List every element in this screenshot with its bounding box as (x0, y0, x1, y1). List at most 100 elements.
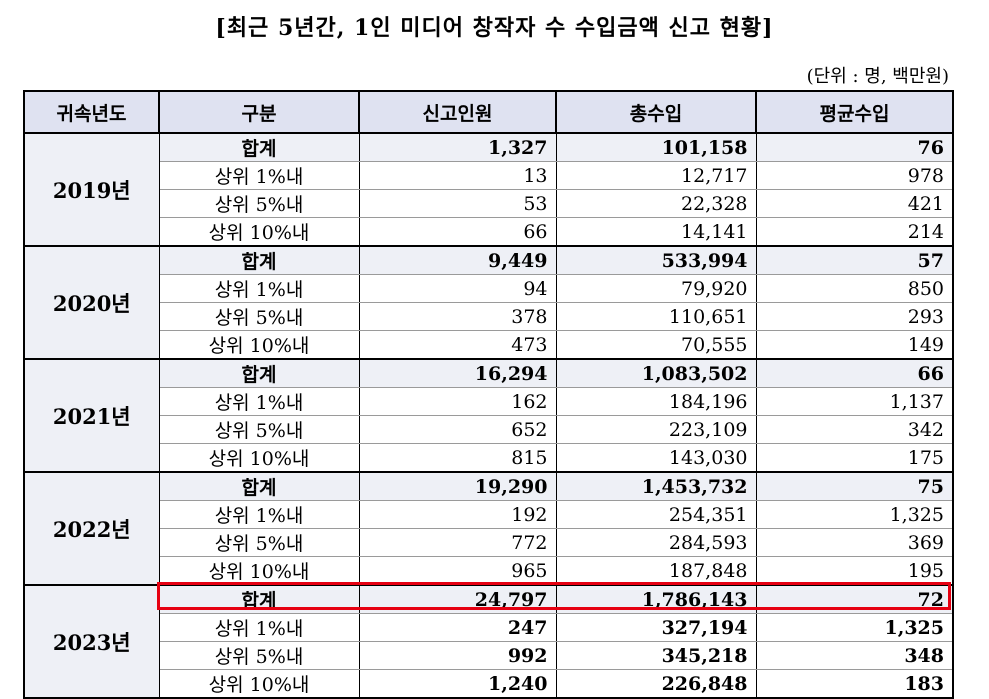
category-cell: 상위 5%내 (158, 641, 360, 670)
avg-cell: 1,137 (755, 387, 954, 416)
income-cell: 187,848 (555, 556, 757, 586)
unit-note: (단위 : 명, 백만원) (806, 66, 949, 87)
category-cell: 상위 10%내 (158, 443, 360, 473)
category-cell: 상위 5%내 (158, 189, 360, 218)
category-cell: 상위 10%내 (158, 330, 360, 360)
avg-cell: 183 (755, 669, 954, 699)
avg-cell: 149 (755, 330, 954, 360)
avg-cell: 72 (755, 584, 954, 614)
avg-cell: 214 (755, 217, 954, 247)
year-cell: 2019년 (23, 132, 160, 247)
avg-cell: 850 (755, 274, 954, 303)
income-report-table: 귀속년도 구분 신고인원 총수입 평균수입 2019년 합계 1,327 101… (23, 90, 954, 699)
count-cell: 53 (358, 189, 557, 218)
year-cell: 2023년 (23, 584, 160, 699)
header-filers: 신고인원 (358, 90, 557, 134)
year-cell: 2022년 (23, 471, 160, 586)
table-title: [최근 5년간, 1인 미디어 창작자 수 수입금액 신고 현황] (215, 15, 774, 41)
count-cell: 94 (358, 274, 557, 303)
header-year: 귀속년도 (23, 90, 160, 134)
table-row: 상위 1%내 94 79,920 850 (24, 274, 954, 303)
income-cell: 254,351 (555, 500, 757, 529)
avg-cell: 369 (755, 528, 954, 557)
category-cell: 상위 1%내 (158, 387, 360, 416)
table-row: 2020년 합계 9,449 533,994 57 (23, 245, 954, 360)
table-row: 2023년 합계 24,797 1,786,143 72 (23, 584, 954, 699)
avg-cell: 75 (755, 471, 954, 501)
category-cell: 상위 10%내 (158, 556, 360, 586)
count-cell: 247 (358, 613, 557, 642)
header-average-income: 평균수입 (755, 90, 954, 134)
table-row: 상위 1%내 162 184,196 1,137 (24, 387, 954, 416)
avg-cell: 1,325 (755, 500, 954, 529)
avg-cell: 342 (755, 415, 954, 444)
avg-cell: 175 (755, 443, 954, 473)
avg-cell: 66 (755, 358, 954, 388)
income-cell: 79,920 (555, 274, 757, 303)
table-row: 상위 5%내 53 22,328 421 (24, 189, 954, 218)
count-cell: 473 (358, 330, 557, 360)
category-cell: 상위 5%내 (158, 528, 360, 557)
count-cell: 24,797 (358, 584, 557, 614)
header-row: 귀속년도 구분 신고인원 총수입 평균수입 (23, 90, 954, 134)
table-row: 상위 5%내 772 284,593 369 (24, 528, 954, 557)
table-row: 2021년 합계 16,294 1,083,502 66 (23, 358, 954, 473)
count-cell: 772 (358, 528, 557, 557)
table-row: 상위 1%내 192 254,351 1,325 (24, 500, 954, 529)
count-cell: 1,240 (358, 669, 557, 699)
income-cell: 533,994 (555, 245, 757, 275)
table-row: 상위 1%내 13 12,717 978 (24, 161, 954, 190)
table-row: 상위 10%내 66 14,141 214 (24, 217, 954, 247)
income-cell: 110,651 (555, 302, 757, 331)
table-row: 상위 10%내 815 143,030 175 (24, 443, 954, 473)
table-row: 상위 10%내 1,240 226,848 183 (24, 669, 954, 699)
header-category: 구분 (158, 90, 360, 134)
table-row: 상위 5%내 992 345,218 348 (24, 641, 954, 670)
header-total-income: 총수입 (555, 90, 757, 134)
category-cell: 상위 1%내 (158, 161, 360, 190)
count-cell: 992 (358, 641, 557, 670)
table-row: 상위 5%내 652 223,109 342 (24, 415, 954, 444)
category-cell: 합계 (158, 132, 360, 162)
income-cell: 22,328 (555, 189, 757, 218)
table-row: 상위 1%내 247 327,194 1,325 (24, 613, 954, 642)
count-cell: 19,290 (358, 471, 557, 501)
income-cell: 327,194 (555, 613, 757, 642)
category-cell: 상위 1%내 (158, 613, 360, 642)
income-cell: 226,848 (555, 669, 757, 699)
avg-cell: 978 (755, 161, 954, 190)
income-cell: 284,593 (555, 528, 757, 557)
category-cell: 상위 1%내 (158, 500, 360, 529)
table-row: 상위 10%내 965 187,848 195 (24, 556, 954, 586)
avg-cell: 421 (755, 189, 954, 218)
income-cell: 223,109 (555, 415, 757, 444)
table-row: 2022년 합계 19,290 1,453,732 75 (23, 471, 954, 586)
category-cell: 합계 (158, 584, 360, 614)
category-cell: 상위 10%내 (158, 217, 360, 247)
avg-cell: 57 (755, 245, 954, 275)
income-cell: 101,158 (555, 132, 757, 162)
year-cell: 2021년 (23, 358, 160, 473)
income-cell: 143,030 (555, 443, 757, 473)
income-cell: 70,555 (555, 330, 757, 360)
avg-cell: 293 (755, 302, 954, 331)
category-cell: 상위 10%내 (158, 669, 360, 699)
count-cell: 192 (358, 500, 557, 529)
income-cell: 1,453,732 (555, 471, 757, 501)
income-cell: 345,218 (555, 641, 757, 670)
count-cell: 16,294 (358, 358, 557, 388)
count-cell: 815 (358, 443, 557, 473)
count-cell: 13 (358, 161, 557, 190)
count-cell: 652 (358, 415, 557, 444)
count-cell: 162 (358, 387, 557, 416)
count-cell: 965 (358, 556, 557, 586)
table-row: 2019년 합계 1,327 101,158 76 (23, 132, 954, 247)
count-cell: 9,449 (358, 245, 557, 275)
count-cell: 66 (358, 217, 557, 247)
income-cell: 184,196 (555, 387, 757, 416)
income-cell: 12,717 (555, 161, 757, 190)
category-cell: 합계 (158, 245, 360, 275)
avg-cell: 348 (755, 641, 954, 670)
income-cell: 14,141 (555, 217, 757, 247)
count-cell: 378 (358, 302, 557, 331)
